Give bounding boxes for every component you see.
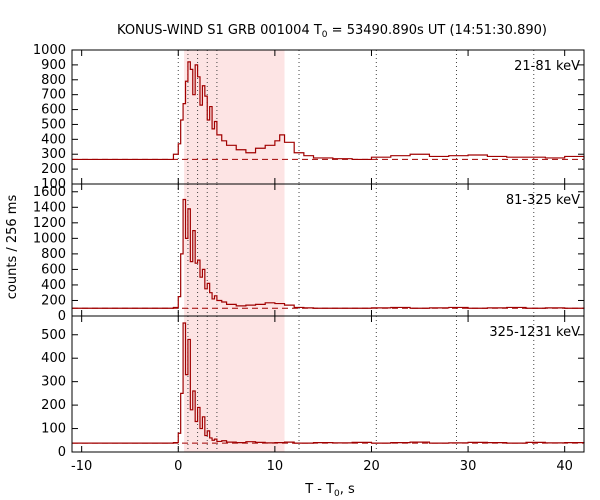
x-tick-label: 10 (267, 459, 284, 474)
y-tick-label: 800 (41, 247, 66, 262)
y-tick-label: 0 (58, 309, 66, 324)
y-tick-label: 400 (41, 132, 66, 147)
y-tick-label: 1000 (33, 231, 66, 246)
chart-title: KONUS-WIND S1 GRB 001004 T0 = 53490.890s… (117, 23, 547, 40)
y-tick-label: 700 (41, 88, 66, 103)
light-curve-series (72, 61, 585, 161)
energy-band-label: 325-1231 keV (489, 325, 580, 340)
y-tick-label: 200 (41, 293, 66, 308)
panel-frame (71, 315, 585, 453)
y-tick-label: 900 (41, 58, 66, 73)
x-tick-label: 0 (174, 459, 182, 474)
y-tick-label: 100 (41, 177, 66, 192)
y-tick-label: 200 (41, 162, 66, 177)
shaded-interval (184, 50, 285, 184)
y-tick-label: 1400 (33, 200, 66, 215)
shaded-interval (184, 316, 285, 452)
light-curve-series (72, 198, 585, 309)
x-axis-label: T - T0, s (304, 482, 355, 499)
x-tick-label: 30 (460, 459, 477, 474)
panel-frame (71, 49, 585, 185)
light-curve-series (72, 322, 585, 444)
y-tick-label: 1200 (33, 216, 66, 231)
y-tick-label: 300 (41, 375, 66, 390)
y-tick-label: 600 (41, 103, 66, 118)
y-tick-label: 100 (41, 422, 66, 437)
y-tick-label: 600 (41, 262, 66, 277)
y-tick-label: 400 (41, 351, 66, 366)
y-tick-label: 1600 (33, 185, 66, 200)
y-tick-label: 200 (41, 398, 66, 413)
shaded-interval (184, 184, 285, 316)
y-tick-label: 300 (41, 147, 66, 162)
y-axis-label: counts / 256 ms (5, 195, 20, 300)
y-tick-label: 0 (58, 445, 66, 460)
y-tick-label: 500 (41, 117, 66, 132)
y-tick-label: 1000 (33, 43, 66, 58)
x-tick-label: 40 (556, 459, 573, 474)
y-tick-label: 400 (41, 278, 66, 293)
x-tick-label: -10 (71, 459, 92, 474)
energy-band-label: 21-81 keV (514, 59, 580, 74)
x-tick-label: 20 (363, 459, 380, 474)
y-tick-label: 800 (41, 73, 66, 88)
y-tick-label: 500 (41, 328, 66, 343)
energy-band-label: 81-325 keV (506, 193, 580, 208)
